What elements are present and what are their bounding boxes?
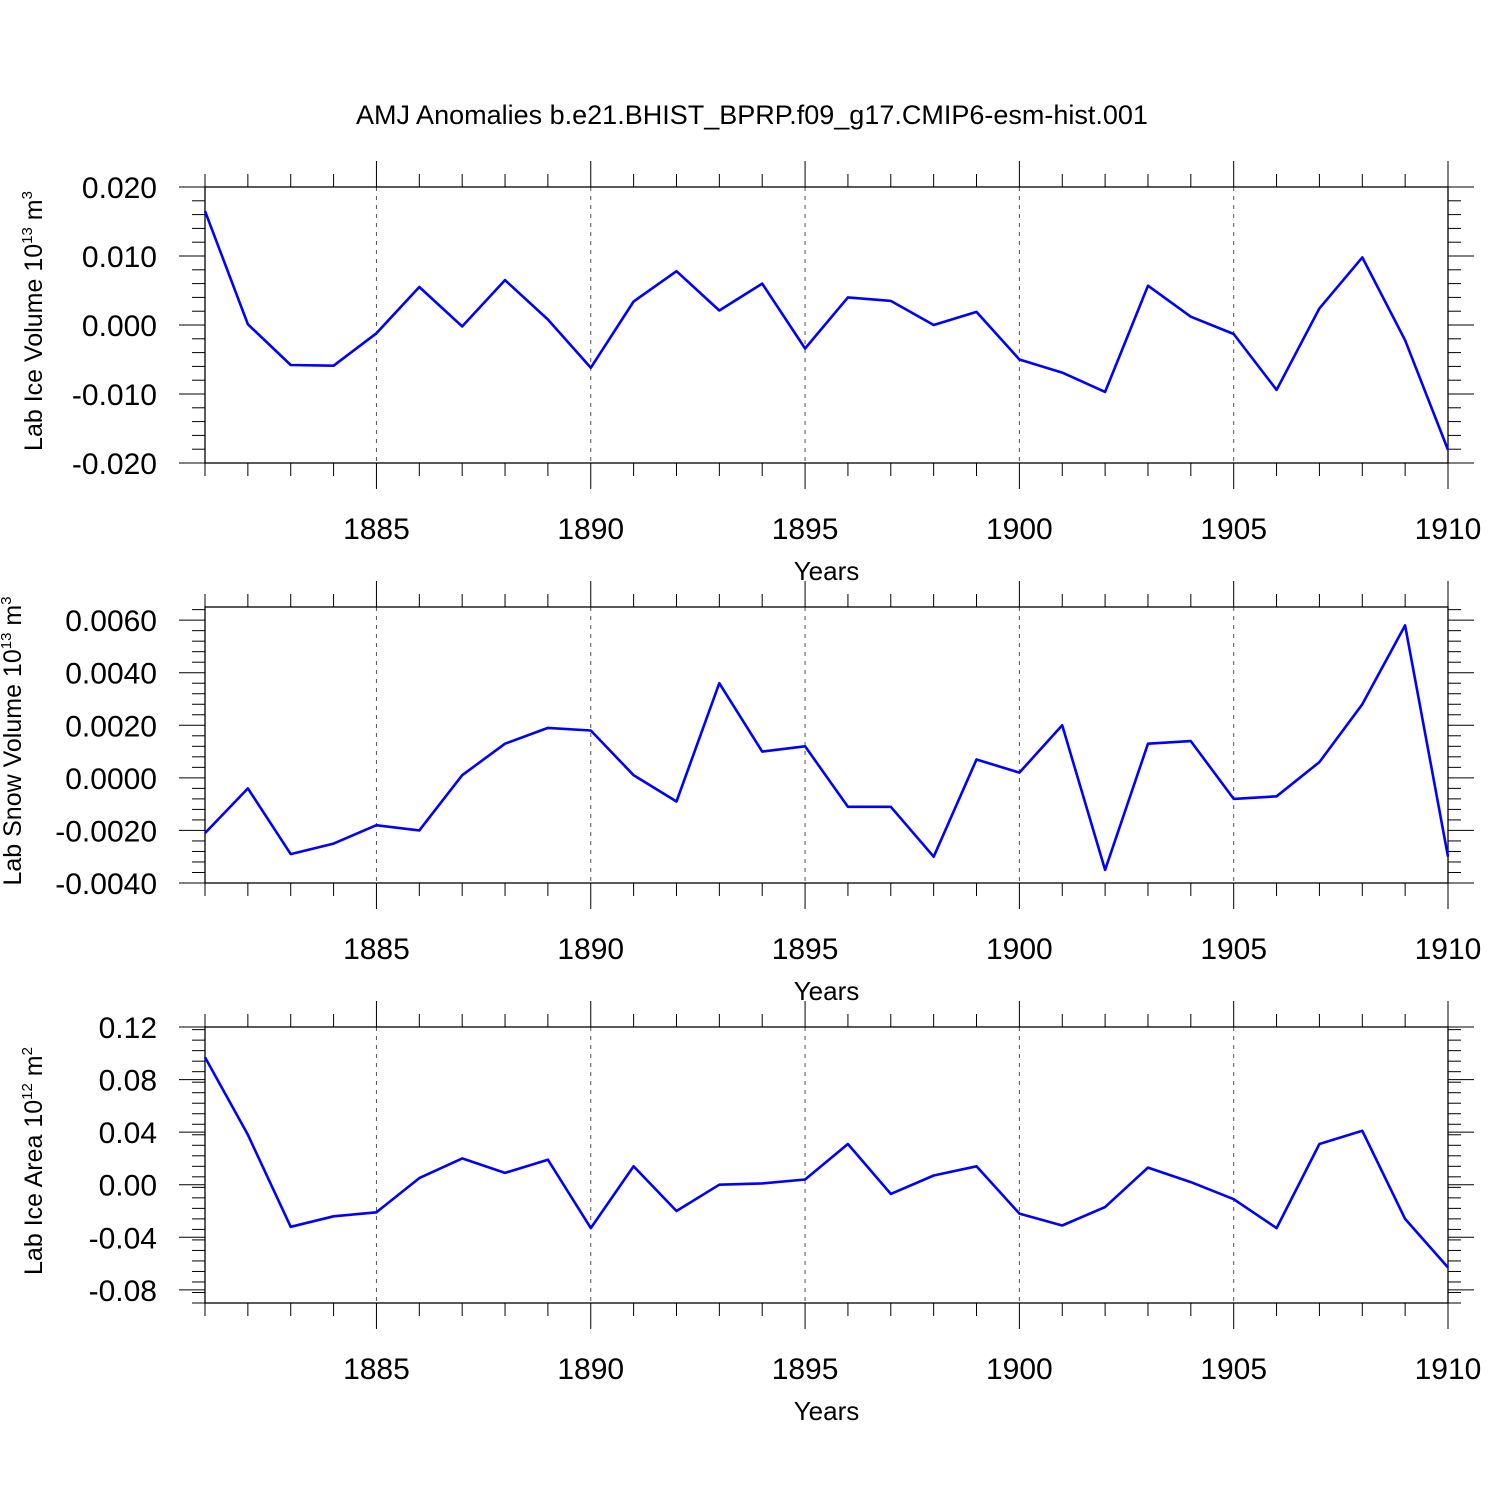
x-axis-label: Years [794, 1396, 860, 1426]
y-axis-label-exponent: 12 [19, 1083, 36, 1100]
x-tick-label: 1905 [1200, 933, 1267, 966]
y-tick-label: -0.04 [89, 1222, 157, 1255]
y-tick-label: 0.08 [99, 1065, 157, 1098]
y-tick-label: 0.0060 [65, 605, 157, 638]
plot-frame [204, 1026, 1449, 1304]
chart-panel: 1885 1890 1895 1900 1905 1910 Years 0.12 0.08 0.0… [19, 1001, 1481, 1426]
y-tick-label: -0.08 [89, 1275, 157, 1308]
chart-title: AMJ Anomalies b.e21.BHIST_BPRP.f09_g17.C… [356, 100, 1148, 130]
y-axis-label-exponent: 13 [0, 633, 15, 650]
y-tick-label: -0.0040 [55, 868, 157, 901]
y-axis-label-text: Lab Snow Volume 10 [0, 649, 27, 885]
x-tick-label: 1895 [772, 933, 839, 966]
x-tick-label: 1905 [1200, 513, 1267, 546]
plot-frame [204, 606, 1449, 884]
x-axis-label: Years [794, 556, 860, 586]
y-axis-label-unit: m [0, 605, 27, 633]
plot-frame [204, 186, 1449, 464]
y-tick-label: 0.000 [82, 310, 157, 343]
chart-panel: 1885 1890 1895 1900 1905 1910 Years 0.0060 0.004… [0, 581, 1481, 1006]
y-tick-label: 0.00 [99, 1170, 157, 1203]
x-tick-label: 1890 [557, 513, 624, 546]
y-tick-label: -0.010 [72, 379, 157, 412]
chart-panel: 1885 1890 1895 1900 1905 1910 Years 0.020 0.010 0… [19, 161, 1481, 586]
y-tick-label: 0.0040 [65, 658, 157, 691]
y-axis-label-unit: m [20, 1055, 48, 1083]
x-tick-label: 1885 [343, 513, 410, 546]
x-tick-label: 1900 [986, 1353, 1053, 1386]
x-tick-label: 1890 [557, 1353, 624, 1386]
y-tick-label: -0.020 [72, 448, 157, 481]
y-tick-label: 0.0000 [65, 763, 157, 796]
x-tick-label: 1885 [343, 1353, 410, 1386]
y-axis-label: Lab Snow Volume 1013 m3 [0, 596, 27, 885]
y-tick-label: 0.0020 [65, 710, 157, 743]
series-line [204, 624, 1450, 872]
panels: 1885 1890 1895 1900 1905 1910 Years 0.020 0.010 0… [0, 161, 1481, 1426]
x-tick-label: 1885 [343, 933, 410, 966]
x-tick-label: 1900 [986, 933, 1053, 966]
x-tick-label: 1910 [1415, 513, 1482, 546]
series-line [203, 210, 1450, 451]
y-axis-label: Lab Ice Volume 1013 m3 [19, 191, 48, 451]
y-axis-label: Lab Ice Area 1012 m2 [19, 1047, 48, 1275]
y-axis-label-unit-exponent: 3 [0, 596, 15, 604]
y-tick-label: 0.04 [99, 1117, 157, 1150]
x-tick-label: 1890 [557, 933, 624, 966]
series-line [203, 1056, 1449, 1269]
y-axis-label-unit: m [20, 199, 48, 227]
y-tick-label: 0.12 [99, 1012, 157, 1045]
y-tick-label: -0.0020 [55, 815, 157, 848]
y-axis-label-unit-exponent: 3 [19, 191, 36, 199]
y-tick-label: 0.010 [82, 241, 157, 274]
y-axis-label-exponent: 13 [19, 227, 36, 244]
x-tick-label: 1910 [1415, 933, 1482, 966]
x-axis-label: Years [794, 976, 860, 1006]
y-axis-label-text: Lab Ice Volume 10 [20, 244, 48, 451]
x-tick-label: 1905 [1200, 1353, 1267, 1386]
y-axis-label-unit-exponent: 2 [19, 1047, 36, 1055]
x-tick-label: 1895 [772, 513, 839, 546]
x-tick-label: 1900 [986, 513, 1053, 546]
x-tick-label: 1895 [772, 1353, 839, 1386]
y-tick-label: 0.020 [82, 172, 157, 205]
x-tick-label: 1910 [1415, 1353, 1482, 1386]
y-axis-label-text: Lab Ice Area 10 [20, 1100, 48, 1275]
